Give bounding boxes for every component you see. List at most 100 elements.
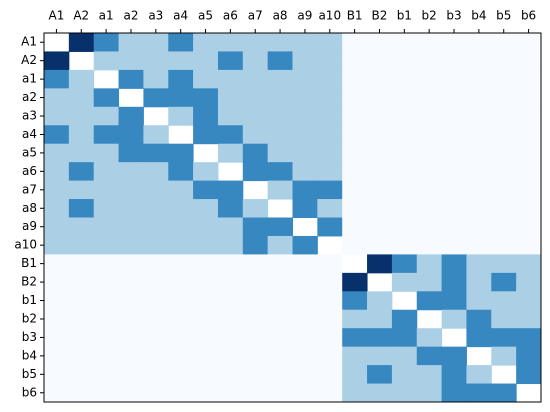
cell <box>68 199 95 218</box>
cell <box>68 272 95 292</box>
cell <box>242 33 269 52</box>
cell <box>441 365 467 385</box>
cell <box>317 143 343 163</box>
cell <box>93 51 120 71</box>
cell <box>242 365 269 385</box>
cell <box>441 88 467 108</box>
cell <box>292 180 318 200</box>
cell <box>217 235 244 255</box>
cell <box>93 346 120 366</box>
cell <box>242 162 269 182</box>
cell <box>342 383 368 403</box>
cell <box>516 254 542 274</box>
cell <box>242 88 269 108</box>
cell <box>193 383 219 403</box>
cell <box>292 143 318 163</box>
cell <box>93 106 120 126</box>
cell <box>68 106 95 126</box>
cell <box>367 254 393 274</box>
cell <box>416 69 443 89</box>
cell <box>168 106 194 126</box>
cell <box>292 346 318 366</box>
cell <box>491 180 517 200</box>
cell <box>168 328 194 348</box>
cell <box>516 328 542 348</box>
x-tick-label: a2 <box>123 9 138 23</box>
cell <box>267 328 293 348</box>
y-tick-label: a8 <box>22 201 37 215</box>
cell <box>93 217 120 237</box>
cell <box>267 162 293 182</box>
cell <box>416 235 443 255</box>
cell <box>491 309 517 329</box>
cell <box>267 33 293 52</box>
cell <box>193 180 219 200</box>
cell <box>491 254 517 274</box>
cell <box>516 33 542 52</box>
cell <box>317 291 343 311</box>
cell <box>391 33 418 52</box>
x-tick-label: a7 <box>248 9 263 23</box>
cell <box>143 309 169 329</box>
cell <box>342 365 368 385</box>
cell <box>168 217 194 237</box>
x-tick-label: b3 <box>446 9 461 23</box>
cell <box>367 51 393 71</box>
cell <box>118 162 144 182</box>
cell <box>267 106 293 126</box>
cell <box>242 272 269 292</box>
cell <box>391 272 418 292</box>
cell <box>367 180 393 200</box>
cell <box>68 365 95 385</box>
cell <box>317 383 343 403</box>
cell <box>118 33 144 52</box>
cell <box>466 51 492 71</box>
cell <box>68 88 95 108</box>
cell <box>416 162 443 182</box>
y-tick-label: a9 <box>22 219 37 233</box>
cell <box>516 125 542 145</box>
cell <box>168 69 194 89</box>
cell <box>516 291 542 311</box>
cell <box>441 106 467 126</box>
cell <box>168 143 194 163</box>
cell <box>391 309 418 329</box>
cell <box>44 180 70 200</box>
cell <box>441 125 467 145</box>
cell <box>391 106 418 126</box>
cell <box>342 199 368 218</box>
cell <box>441 346 467 366</box>
cell <box>217 272 244 292</box>
cell <box>491 33 517 52</box>
cell <box>292 199 318 218</box>
cell <box>242 106 269 126</box>
y-tick-label: a4 <box>22 127 37 141</box>
cell <box>491 51 517 71</box>
cell <box>242 199 269 218</box>
cell <box>267 180 293 200</box>
cell <box>118 217 144 237</box>
cell <box>118 143 144 163</box>
cell <box>242 291 269 311</box>
cell <box>466 125 492 145</box>
cell <box>68 69 95 89</box>
cell <box>367 235 393 255</box>
cell <box>267 88 293 108</box>
cell <box>242 346 269 366</box>
cell <box>416 88 443 108</box>
cell <box>342 88 368 108</box>
cell <box>267 125 293 145</box>
cell <box>68 346 95 366</box>
cell <box>441 51 467 71</box>
cell <box>416 383 443 403</box>
cell <box>441 69 467 89</box>
cell <box>118 51 144 71</box>
x-tick-label: A2 <box>73 9 89 23</box>
cell <box>168 88 194 108</box>
cell <box>491 199 517 218</box>
cell <box>441 309 467 329</box>
cell <box>217 254 244 274</box>
cell <box>267 365 293 385</box>
cell <box>292 383 318 403</box>
